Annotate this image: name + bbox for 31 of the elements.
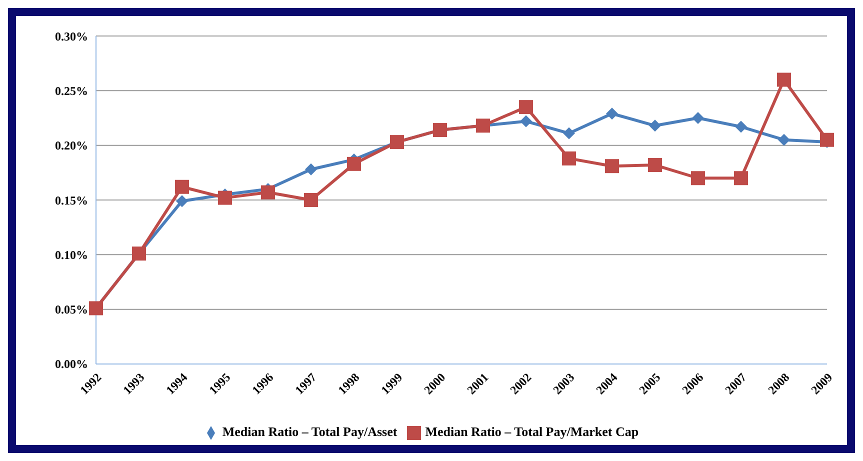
y-tick-label: 0.15% bbox=[55, 193, 88, 208]
point bbox=[176, 195, 188, 208]
legend-label: Median Ratio – Total Pay/Asset bbox=[222, 424, 398, 439]
y-tick-label: 0.00% bbox=[55, 357, 88, 372]
point bbox=[562, 151, 576, 166]
point bbox=[820, 132, 834, 147]
point bbox=[606, 108, 618, 120]
point bbox=[648, 158, 662, 172]
y-tick-label: 0.30% bbox=[55, 29, 88, 44]
point bbox=[563, 127, 575, 140]
point bbox=[520, 115, 532, 128]
legend-label: Median Ratio – Total Pay/Market Cap bbox=[425, 424, 639, 439]
point bbox=[519, 100, 533, 114]
y-tick-label: 0.25% bbox=[55, 84, 88, 98]
y-tick-label: 0.10% bbox=[55, 248, 88, 262]
point bbox=[649, 120, 661, 132]
point bbox=[777, 72, 791, 87]
point bbox=[778, 134, 790, 146]
y-tick-label: 0.05% bbox=[55, 302, 88, 317]
point bbox=[261, 185, 275, 200]
point bbox=[175, 180, 189, 194]
y-tick-label: 0.20% bbox=[55, 138, 88, 153]
point bbox=[605, 159, 619, 174]
point bbox=[347, 156, 361, 171]
point bbox=[734, 171, 748, 186]
point bbox=[305, 163, 317, 176]
point bbox=[218, 190, 232, 205]
point bbox=[692, 112, 704, 124]
point bbox=[304, 192, 318, 207]
point bbox=[691, 171, 705, 186]
point bbox=[735, 120, 747, 133]
